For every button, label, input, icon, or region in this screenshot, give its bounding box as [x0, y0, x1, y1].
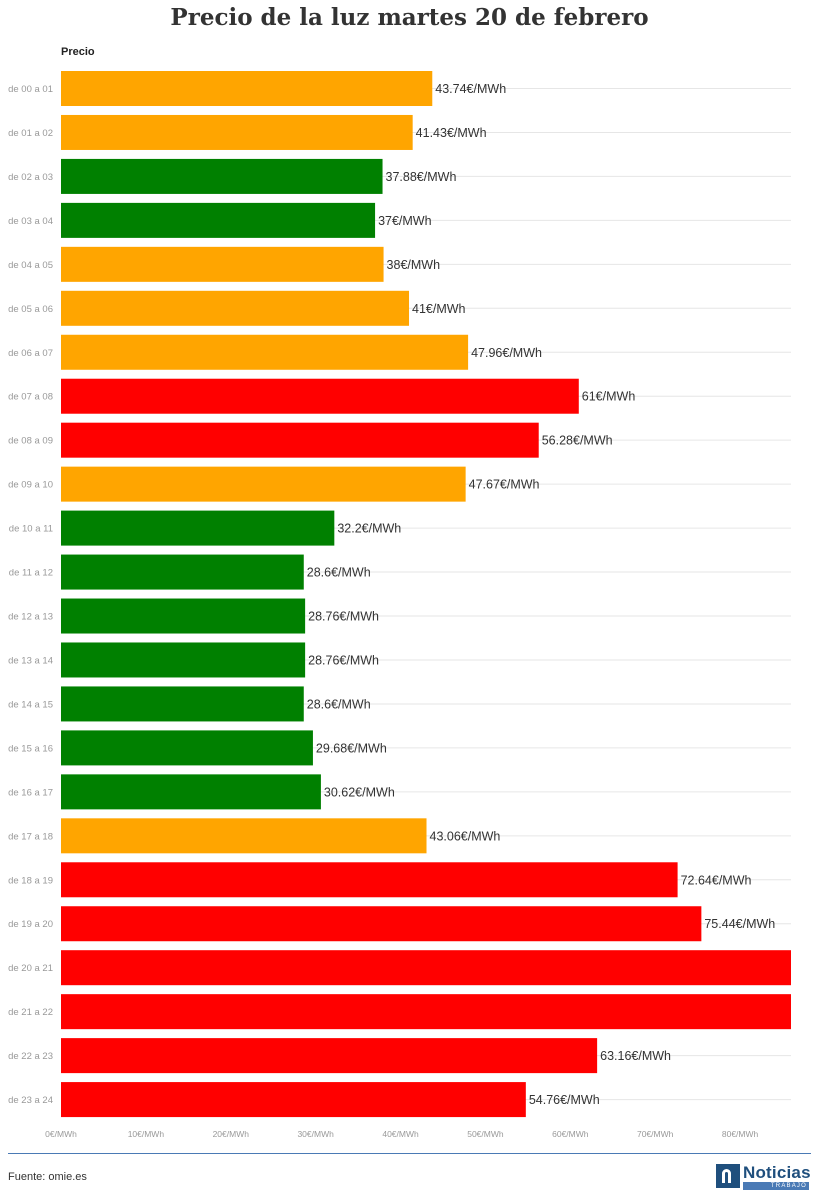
value-label: 41.43€/MWh: [416, 126, 487, 140]
bar: [61, 378, 579, 414]
x-tick-label: 70€/MWh: [637, 1129, 674, 1139]
category-label: de 03 a 04: [8, 216, 53, 227]
value-label: 61€/MWh: [582, 390, 636, 404]
chart-title: Precio de la luz martes 20 de febrero: [170, 4, 649, 31]
bar: [61, 466, 466, 502]
category-label: de 19 a 20: [8, 919, 53, 930]
category-label: de 15 a 16: [8, 743, 53, 754]
bar: [61, 906, 702, 942]
x-tick-label: 20€/MWh: [213, 1129, 250, 1139]
x-tick-label: 50€/MWh: [467, 1129, 504, 1139]
category-label: de 16 a 17: [8, 787, 53, 798]
category-label: de 07 a 08: [8, 392, 53, 403]
category-label: de 09 a 10: [8, 480, 53, 491]
bar: [61, 598, 306, 634]
bar: [61, 818, 427, 854]
bar: [61, 642, 306, 678]
bar: [61, 686, 304, 722]
bar: [61, 774, 321, 810]
value-label: 75.44€/MWh: [704, 917, 775, 931]
category-label: de 13 a 14: [8, 655, 53, 666]
value-label: 63.16€/MWh: [600, 1049, 671, 1063]
bar: [61, 422, 539, 458]
bar: [61, 1038, 598, 1074]
x-tick-label: 30€/MWh: [297, 1129, 334, 1139]
value-label: 56.28€/MWh: [542, 434, 613, 448]
value-label: 72.64€/MWh: [681, 873, 752, 887]
bar: [61, 71, 433, 106]
series-label: Precio: [61, 46, 95, 58]
category-label: de 14 a 15: [8, 699, 53, 710]
value-label: 41€/MWh: [412, 302, 466, 316]
category-label: de 02 a 03: [8, 172, 53, 183]
category-label: de 17 a 18: [8, 831, 53, 842]
value-label: 47.67€/MWh: [469, 478, 540, 492]
value-label: 28.6€/MWh: [307, 697, 371, 711]
category-label: de 23 a 24: [8, 1095, 53, 1106]
bar: [61, 114, 413, 150]
value-label: 38€/MWh: [387, 258, 441, 272]
bar: [61, 246, 384, 282]
value-label: 32.2€/MWh: [337, 522, 401, 536]
value-label: 54.76€/MWh: [529, 1093, 600, 1107]
bar: [61, 510, 335, 546]
value-label: 28.6€/MWh: [307, 566, 371, 580]
category-label: de 04 a 05: [8, 260, 53, 271]
bar: [61, 950, 791, 986]
noticias-trabajo-logo: Noticias TRABAJO: [716, 1163, 816, 1191]
bar: [61, 334, 469, 370]
category-label: de 08 a 09: [8, 436, 53, 447]
logo-mark-icon: [716, 1164, 740, 1188]
bar: [61, 158, 383, 194]
value-label: 47.96€/MWh: [471, 346, 542, 360]
value-label: 29.68€/MWh: [316, 741, 387, 755]
category-label: de 01 a 02: [8, 128, 53, 139]
logo-name: Noticias: [743, 1163, 811, 1182]
value-label: 28.76€/MWh: [308, 653, 379, 667]
value-label: 43.06€/MWh: [430, 829, 501, 843]
x-tick-label: 80€/MWh: [722, 1129, 759, 1139]
bar-chart: de 00 a 01 43.74€/MWh de 01 a 02 41.43€/MWh…: [8, 71, 791, 1139]
category-label: de 00 a 01: [8, 84, 53, 95]
value-label: 28.76€/MWh: [308, 610, 379, 624]
category-label: de 20 a 21: [8, 963, 53, 974]
x-tick-label: 60€/MWh: [552, 1129, 589, 1139]
source-text: Fuente: omie.es: [8, 1171, 87, 1183]
logo-subtitle: TRABAJO: [743, 1182, 809, 1190]
bar: [61, 862, 678, 898]
bar: [61, 730, 313, 766]
category-label: de 12 a 13: [8, 612, 53, 623]
category-label: de 21 a 22: [8, 1007, 53, 1018]
value-label: 43.74€/MWh: [435, 82, 506, 96]
bar: [61, 1082, 526, 1118]
category-label: de 22 a 23: [8, 1051, 53, 1062]
x-tick-label: 10€/MWh: [128, 1129, 165, 1139]
category-label: de 11 a 12: [9, 568, 53, 579]
value-label: 37.88€/MWh: [386, 170, 457, 184]
x-tick-label: 40€/MWh: [382, 1129, 419, 1139]
x-tick-label: 0€/MWh: [45, 1129, 77, 1139]
category-label: de 06 a 07: [8, 348, 53, 359]
bar: [61, 202, 376, 238]
category-label: de 10 a 11: [9, 524, 53, 535]
value-label: 37€/MWh: [378, 214, 432, 228]
bar: [61, 554, 304, 590]
bar: [61, 290, 410, 326]
category-label: de 18 a 19: [8, 875, 53, 886]
category-label: de 05 a 06: [8, 304, 53, 315]
value-label: 30.62€/MWh: [324, 785, 395, 799]
bar: [61, 994, 791, 1030]
footer-divider: [8, 1153, 811, 1154]
